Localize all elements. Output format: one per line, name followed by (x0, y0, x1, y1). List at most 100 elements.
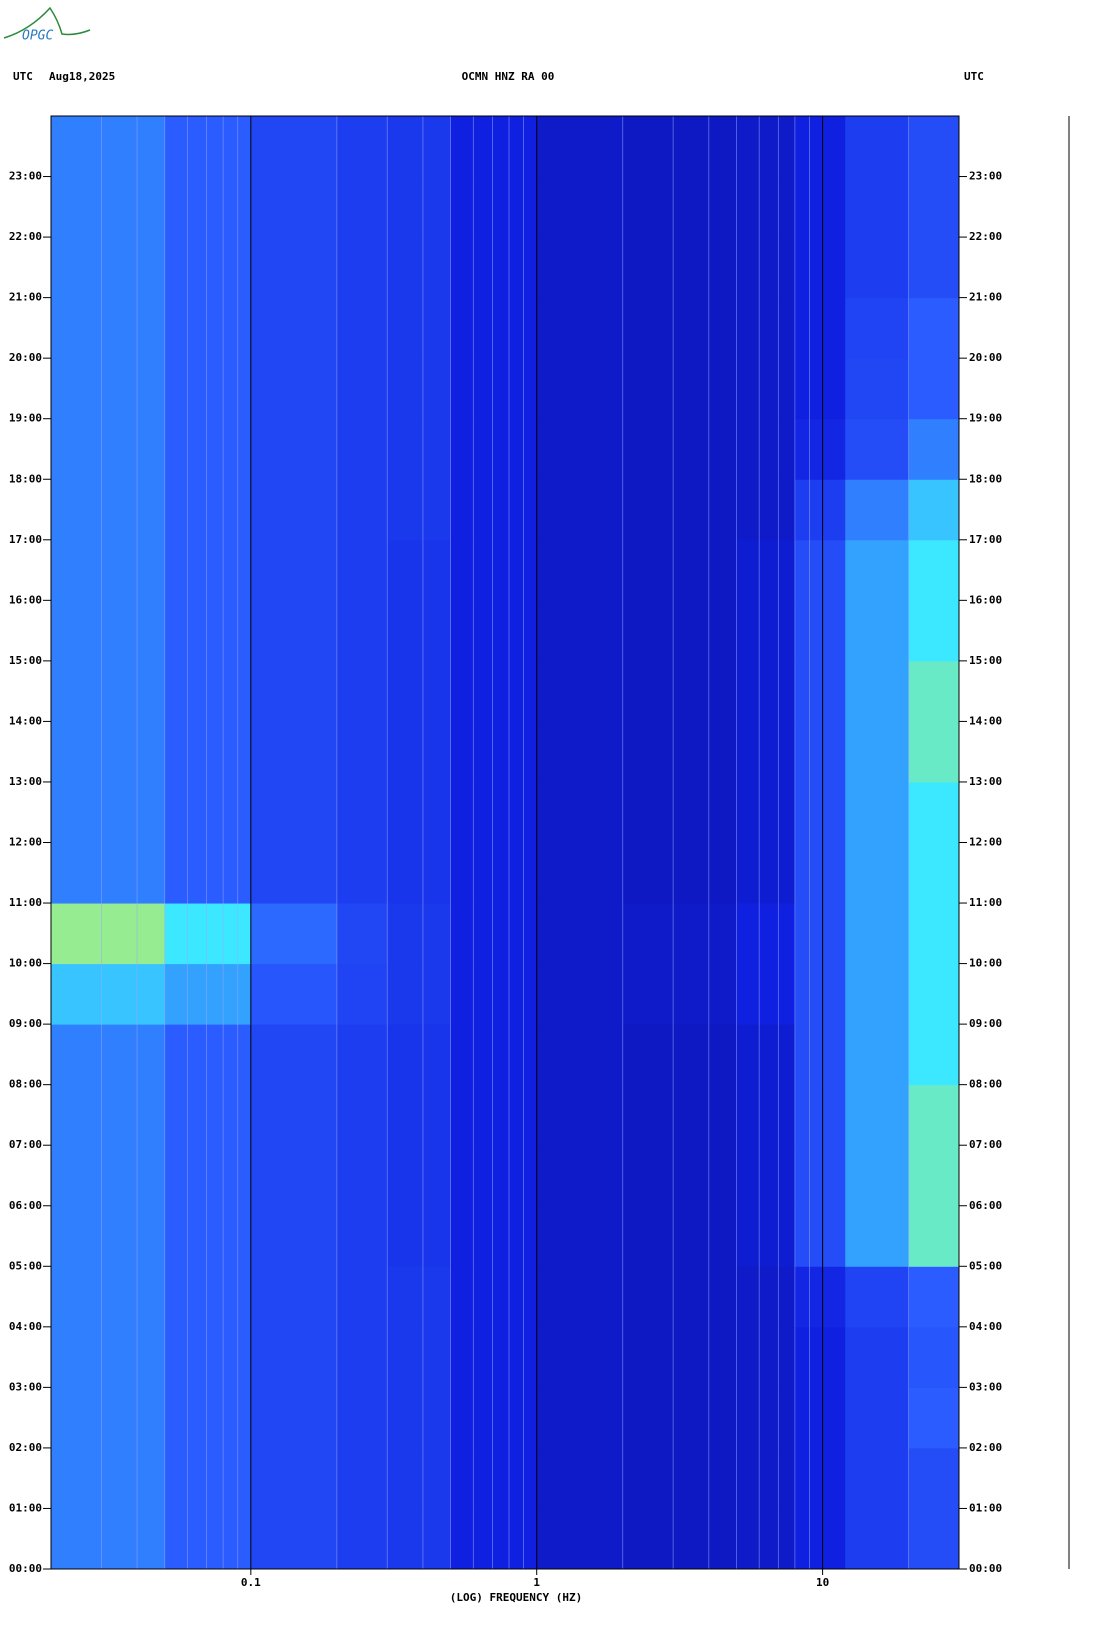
cell (794, 600, 846, 662)
cell (736, 358, 796, 420)
cell (845, 1447, 910, 1509)
cell (387, 1205, 452, 1267)
cell (736, 1326, 796, 1388)
cell (794, 176, 846, 238)
cell (845, 358, 910, 420)
cell (336, 539, 388, 601)
cell (387, 1084, 452, 1146)
cell (536, 116, 624, 178)
x-tick-label: 1 (533, 1576, 540, 1589)
cell (908, 418, 960, 480)
y-tick-label-right: 19:00 (969, 412, 1002, 425)
cell (908, 781, 960, 843)
cell (908, 237, 960, 299)
cell (164, 842, 252, 904)
cell (387, 1145, 452, 1207)
cell (736, 660, 796, 722)
cell (250, 1387, 338, 1449)
cell (450, 1447, 538, 1509)
cell (336, 842, 388, 904)
cell (908, 842, 960, 904)
y-tick-label-right: 15:00 (969, 654, 1002, 667)
cell (622, 297, 738, 359)
cell (908, 600, 960, 662)
plot-frame (50, 115, 960, 1570)
cell (336, 903, 388, 965)
cell (164, 176, 252, 238)
cell (736, 176, 796, 238)
cell (387, 176, 452, 238)
cell (336, 600, 388, 662)
cell (622, 1084, 738, 1146)
cell (450, 418, 538, 480)
cell (336, 660, 388, 722)
cell (845, 176, 910, 238)
cell (164, 1084, 252, 1146)
cell (908, 479, 960, 541)
heatmap (51, 116, 960, 1570)
y-tick-label: 03:00 (9, 1380, 42, 1393)
cell (164, 1205, 252, 1267)
cell (336, 781, 388, 843)
cell (845, 479, 910, 541)
cell (908, 1387, 960, 1449)
cell (164, 1145, 252, 1207)
cell (845, 418, 910, 480)
logo: OPGC (3, 6, 91, 44)
cell (250, 1326, 338, 1388)
cell (450, 1024, 538, 1086)
cell (336, 1205, 388, 1267)
chart-title: OCMN HNZ RA 00 (462, 70, 555, 83)
cell (622, 721, 738, 783)
cell (387, 600, 452, 662)
cell (250, 1266, 338, 1328)
cell (845, 903, 910, 965)
cell (387, 1508, 452, 1570)
cell (51, 237, 166, 299)
cell (336, 418, 388, 480)
cell (51, 842, 166, 904)
y-tick-label: 23:00 (9, 170, 42, 183)
cell (736, 1205, 796, 1267)
cell (164, 1024, 252, 1086)
cell (622, 358, 738, 420)
cell (450, 1084, 538, 1146)
cell (794, 903, 846, 965)
cell (51, 781, 166, 843)
cell (450, 1145, 538, 1207)
cell (164, 1508, 252, 1570)
cell (336, 721, 388, 783)
cell (536, 963, 624, 1025)
y-tick-label: 17:00 (9, 533, 42, 546)
cell (845, 1266, 910, 1328)
cell (536, 1387, 624, 1449)
cell (536, 721, 624, 783)
cell (845, 963, 910, 1025)
x-tick-label: 10 (816, 1576, 829, 1589)
cell (51, 297, 166, 359)
y-tick-label: 06:00 (9, 1199, 42, 1212)
y-tick-label-right: 01:00 (969, 1501, 1002, 1514)
cell (250, 1447, 338, 1509)
y-tick-label: 10:00 (9, 957, 42, 970)
cell (794, 963, 846, 1025)
cell (908, 903, 960, 965)
cell (51, 418, 166, 480)
cell (336, 116, 388, 178)
cell (450, 781, 538, 843)
cell (736, 903, 796, 965)
cell (51, 660, 166, 722)
y-tick-label: 12:00 (9, 836, 42, 849)
cell (736, 1387, 796, 1449)
cell (845, 1326, 910, 1388)
cell (736, 1084, 796, 1146)
y-tick-label: 11:00 (9, 896, 42, 909)
cell (845, 1387, 910, 1449)
cell (51, 903, 166, 965)
y-tick-label: 18:00 (9, 472, 42, 485)
cell (336, 358, 388, 420)
cell (845, 297, 910, 359)
cell (387, 297, 452, 359)
cell (164, 600, 252, 662)
